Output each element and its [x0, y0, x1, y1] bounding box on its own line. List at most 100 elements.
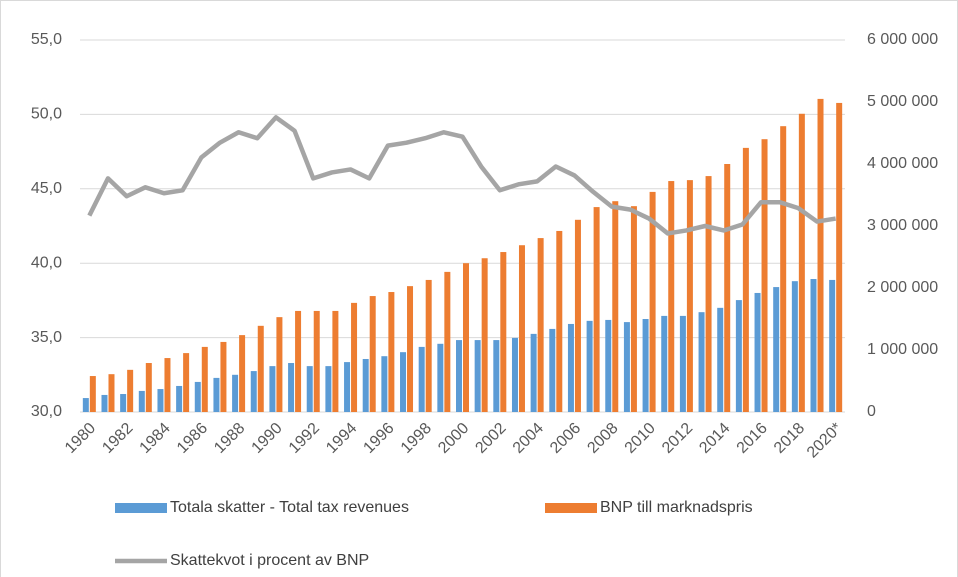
x-tick-label: 1994: [323, 420, 360, 457]
bar: [773, 287, 780, 412]
bar: [530, 333, 537, 412]
bar: [780, 126, 787, 413]
bar: [474, 340, 481, 412]
x-tick-label: 1998: [398, 420, 435, 457]
bar: [381, 356, 388, 412]
legend-swatch: [545, 503, 597, 513]
bar: [388, 292, 395, 412]
bar: [127, 369, 134, 412]
bar: [605, 319, 612, 412]
bar: [194, 381, 201, 412]
legend-swatch: [115, 503, 167, 513]
bar: [213, 377, 220, 412]
bar: [325, 366, 332, 412]
bar: [817, 98, 824, 413]
x-tick-label: 2018: [771, 420, 808, 457]
x-tick-label: 2012: [659, 420, 696, 457]
bar: [791, 281, 798, 412]
bar: [836, 102, 843, 413]
y2-tick-label: 3 000 000: [867, 217, 938, 234]
bar: [313, 310, 320, 412]
x-tick-label: 2020*: [804, 420, 846, 462]
bar: [742, 147, 749, 412]
bar: [120, 394, 127, 412]
bar: [724, 164, 731, 412]
bar: [344, 362, 351, 412]
bar: [257, 325, 264, 412]
bar: [567, 323, 574, 412]
bar: [574, 219, 581, 412]
bar: [369, 296, 376, 412]
legend-label: Skattekvot i procent av BNP: [170, 552, 369, 569]
bar: [351, 302, 358, 412]
bar: [164, 358, 171, 412]
bar: [705, 176, 712, 412]
bar: [717, 307, 724, 412]
y2-tick-label: 4 000 000: [867, 155, 938, 172]
bar: [332, 310, 339, 412]
x-tick-label: 2006: [547, 420, 584, 457]
bar: [829, 279, 836, 412]
legend-label: BNP till marknadspris: [600, 499, 753, 516]
x-tick-label: 1992: [286, 420, 323, 457]
y-tick-label: 50,0: [31, 106, 62, 123]
bar: [425, 279, 432, 412]
bar: [101, 394, 108, 412]
bar: [642, 319, 649, 412]
bar: [518, 245, 525, 412]
bar: [810, 279, 817, 412]
bar: [754, 292, 761, 412]
bar: [698, 312, 705, 412]
line: [87, 115, 837, 236]
bar: [201, 346, 208, 412]
bar: [511, 337, 518, 412]
x-tick-label: 2010: [622, 420, 659, 457]
bar: [276, 317, 283, 412]
bar: [157, 389, 164, 412]
legend-label: Totala skatter - Total tax revenues: [170, 499, 409, 516]
bar: [679, 315, 686, 412]
bar: [250, 371, 257, 412]
bar: [623, 322, 630, 412]
bar: [668, 181, 675, 412]
y-tick-label: 55,0: [31, 31, 62, 48]
y2-tick-label: 6 000 000: [867, 31, 938, 48]
x-tick-label: 2016: [734, 420, 771, 457]
bar: [493, 340, 500, 412]
bar: [437, 343, 444, 412]
bar: [593, 207, 600, 412]
bar: [735, 300, 742, 412]
x-tick-label: 1982: [99, 420, 136, 457]
bar: [556, 230, 563, 412]
bar: [630, 206, 637, 412]
x-tick-label: 2004: [510, 420, 547, 457]
bar: [798, 113, 805, 412]
x-tick-label: 1988: [211, 420, 248, 457]
bar: [481, 258, 488, 412]
bar: [612, 201, 619, 412]
bar: [232, 374, 239, 412]
x-tick-label: 2002: [472, 420, 509, 457]
x-tick-label: 1986: [174, 420, 211, 457]
bar: [456, 340, 462, 412]
bar: [145, 363, 152, 412]
y2-tick-label: 0: [867, 403, 876, 420]
bar: [407, 286, 414, 412]
y-tick-label: 45,0: [31, 180, 62, 197]
bar: [586, 320, 593, 412]
bar: [108, 374, 115, 412]
bar: [362, 358, 369, 412]
bar: [537, 238, 544, 412]
y2-tick-label: 1 000 000: [867, 341, 938, 358]
bar: [82, 398, 89, 412]
bar: [183, 353, 190, 412]
bar: [549, 328, 556, 412]
bar: [220, 341, 227, 412]
bar: [400, 352, 407, 412]
bar: [463, 263, 469, 412]
bar: [649, 191, 656, 412]
bar: [306, 366, 313, 412]
bar: [661, 315, 668, 412]
